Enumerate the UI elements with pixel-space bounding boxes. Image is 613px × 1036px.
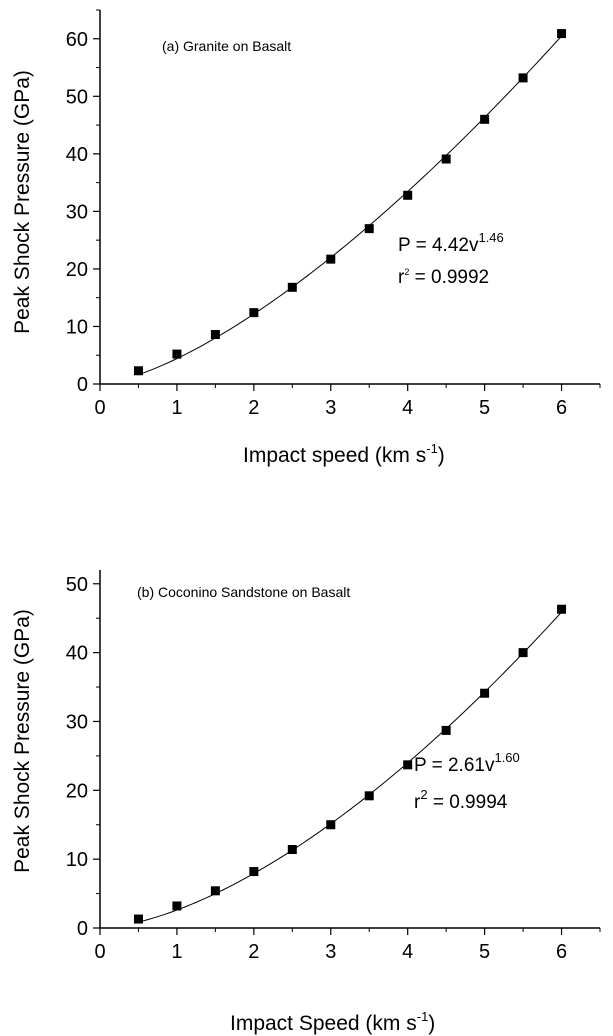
x-tick-label: 3 <box>325 397 336 419</box>
data-point <box>518 648 528 658</box>
r2-exponent: 2 <box>404 267 409 277</box>
x-tick-label: 2 <box>248 397 259 419</box>
data-point <box>172 901 182 911</box>
x-axis-title-sup: -1 <box>426 441 438 456</box>
x-tick-label: 4 <box>402 941 413 963</box>
data-point <box>287 282 297 292</box>
x-axis-title: Impact Speed (km s-1) <box>230 1009 435 1035</box>
data-point <box>557 29 567 39</box>
x-tick-label: 6 <box>556 397 567 419</box>
x-axis-title-sup: -1 <box>417 1009 429 1024</box>
y-tick-label: 30 <box>66 201 88 223</box>
equation-exponent: 1.46 <box>478 230 503 245</box>
x-tick-label: 5 <box>479 941 490 963</box>
r2-value: = 0.9992 <box>409 267 489 288</box>
axes <box>99 570 600 929</box>
panel-annotation: (a) Granite on Basalt <box>162 38 291 54</box>
data-point <box>210 886 220 896</box>
r2-label: r2 = 0.9992 <box>398 267 489 288</box>
r2-value: = 0.9994 <box>428 792 508 813</box>
x-axis-title-close: ) <box>438 444 445 467</box>
data-point <box>364 791 374 801</box>
equation-main: P = 2.61v <box>414 755 495 776</box>
y-tick-label: 20 <box>66 780 88 802</box>
y-tick-label: 50 <box>66 86 88 108</box>
data-points <box>133 604 567 924</box>
y-tick-label: 10 <box>66 849 88 871</box>
data-point <box>133 914 143 924</box>
r2-base: r <box>398 267 405 288</box>
y-tick-label: 0 <box>77 374 88 396</box>
y-tick-label: 40 <box>66 643 88 665</box>
data-point <box>210 330 220 340</box>
data-point <box>364 224 374 234</box>
data-point <box>326 820 336 830</box>
y-tick-label: 20 <box>66 259 88 281</box>
y-tick-label: 40 <box>66 144 88 166</box>
y-axis-title: Peak Shock Pressure (GPa) <box>11 70 34 334</box>
data-point <box>172 349 182 359</box>
x-tick-label: 0 <box>94 941 105 963</box>
x-axis-title-close: ) <box>428 1012 435 1035</box>
data-point <box>403 190 413 200</box>
fit-curve <box>138 611 562 923</box>
ticks: 0 1 2 3 4 5 6 0 10 20 30 40 50 <box>66 574 601 963</box>
axes <box>99 10 600 385</box>
data-point <box>480 114 490 124</box>
data-point <box>403 760 413 770</box>
fit-curve <box>138 35 562 376</box>
data-point <box>249 308 259 318</box>
x-tick-label: 0 <box>94 397 105 419</box>
x-axis-title: Impact speed (km s-1) <box>243 441 445 467</box>
data-point <box>480 688 490 698</box>
y-tick-label: 60 <box>66 29 88 51</box>
data-point <box>518 73 528 83</box>
x-tick-label: 3 <box>325 941 336 963</box>
y-tick-label: 50 <box>66 574 88 596</box>
equation-exponent: 1.60 <box>494 750 519 765</box>
r2-label: r2 = 0.9994 <box>414 787 508 813</box>
x-axis-title-main: Impact speed (km s <box>243 444 426 467</box>
y-tick-label: 30 <box>66 711 88 733</box>
x-axis-title-main: Impact Speed (km s <box>230 1012 417 1035</box>
y-tick-label: 10 <box>66 316 88 338</box>
equation-label: P = 2.61v1.60 <box>414 750 520 776</box>
chart-panel-b: 0 1 2 3 4 5 6 0 10 20 30 40 50 (b) Coconino Sandston… <box>11 570 601 1035</box>
x-tick-label: 1 <box>171 941 182 963</box>
data-point <box>441 725 451 735</box>
data-points <box>133 29 567 376</box>
data-point <box>287 845 297 855</box>
data-point <box>133 366 143 376</box>
x-tick-label: 1 <box>171 397 182 419</box>
data-point <box>326 254 336 264</box>
data-point <box>441 154 451 164</box>
x-tick-label: 6 <box>556 941 567 963</box>
y-axis-title: Peak Shock Pressure (GPa) <box>11 609 34 873</box>
r2-exponent: 2 <box>420 787 427 802</box>
equation-label: P = 4.42v1.46 <box>398 230 504 256</box>
y-tick-label: 0 <box>77 918 88 940</box>
data-point <box>249 867 259 877</box>
x-tick-label: 2 <box>248 941 259 963</box>
equation-main: P = 4.42v <box>398 235 479 256</box>
r2-base: r <box>414 792 421 813</box>
x-tick-label: 4 <box>402 397 413 419</box>
panel-annotation: (b) Coconino Sandstone on Basalt <box>137 584 350 600</box>
data-point <box>557 604 567 614</box>
x-tick-label: 5 <box>479 397 490 419</box>
